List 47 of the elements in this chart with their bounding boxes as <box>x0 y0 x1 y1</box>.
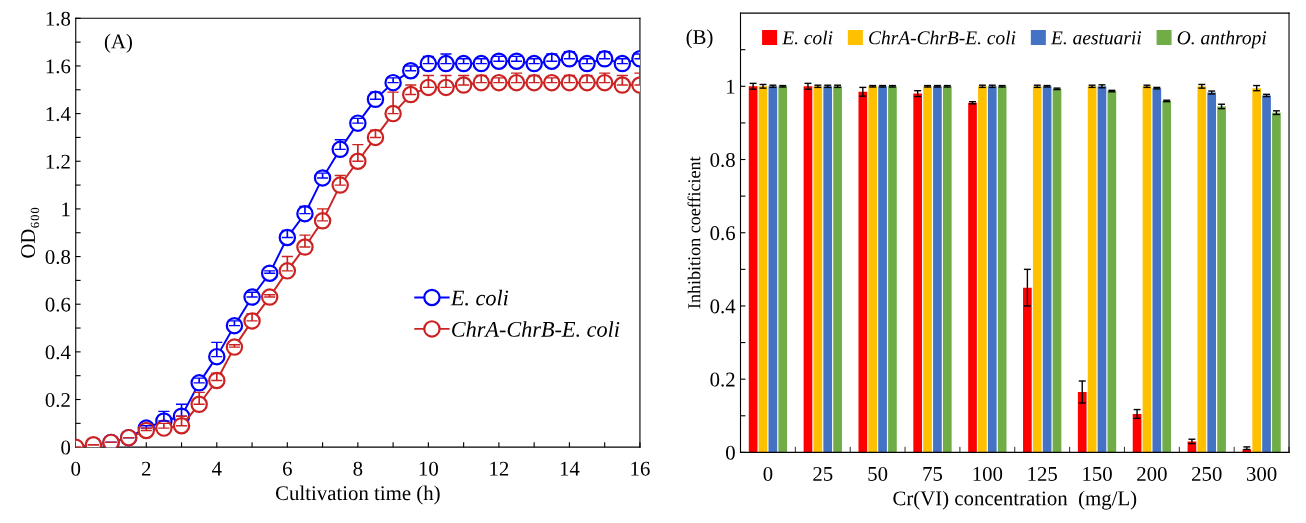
x-tick-label: 2 <box>141 461 151 476</box>
x-tick-label: 10 <box>419 461 438 476</box>
x-tick-label: 150 <box>1083 466 1112 481</box>
legend-label: ChrA-ChrB-E. coli <box>452 321 620 337</box>
y-tick-label: 0.8 <box>710 152 735 168</box>
y-tick-label: 1 <box>727 79 735 94</box>
y-tick-label: 1.2 <box>46 154 70 169</box>
y-tick-label: 1 <box>62 202 70 217</box>
y-axis-title: Inhibition coefficient <box>687 156 701 309</box>
x-tick-label: 200 <box>1137 466 1167 481</box>
x-tick-label: 8 <box>353 461 363 476</box>
y-tick-label: 0.4 <box>45 345 71 360</box>
y-tick-label: 0 <box>726 445 735 460</box>
y-axis-title: OD₆₀₀ <box>21 207 40 258</box>
x-tick-label: 4 <box>211 461 222 476</box>
y-tick-label: 0.2 <box>45 392 70 408</box>
y-tick-label: 1.8 <box>46 11 71 26</box>
text: (A) <box>104 33 132 53</box>
x-tick-label: 50 <box>868 466 888 481</box>
x-axis-title: Cultivation time (h) <box>275 485 440 505</box>
x-tick-label: 6 <box>283 461 292 476</box>
x-tick-label: 125 <box>1028 466 1057 481</box>
x-tick-label: 16 <box>631 461 650 476</box>
text: (B) <box>686 29 713 49</box>
y-tick-label: 0.2 <box>710 372 735 387</box>
legend-label: ChrA-ChrB-E. coli <box>869 30 1016 45</box>
y-tick-label: 1.6 <box>46 59 71 74</box>
y-tick-label: 0.6 <box>710 226 736 241</box>
y-tick-label: 0.8 <box>45 249 71 265</box>
legend-label: E. coli <box>450 289 509 306</box>
x-tick-label: 250 <box>1192 466 1222 481</box>
x-tick-label: 25 <box>813 466 833 481</box>
x-tick-label: 75 <box>923 467 943 481</box>
x-tick-label: 300 <box>1246 466 1277 481</box>
legend-label: E. aestuarii <box>1050 31 1142 45</box>
x-tick-label: 14 <box>560 461 580 476</box>
x-axis-title: Cr(VI) concentration (mg/L) <box>893 490 1137 510</box>
y-tick-label: 1.4 <box>46 107 71 122</box>
y-tick-label: 0.4 <box>710 299 736 314</box>
legend-label: E. coli <box>782 30 833 45</box>
x-tick-label: 12 <box>490 461 509 476</box>
x-tick-label: 100 <box>973 466 1003 481</box>
x-tick-label: 0 <box>71 461 81 476</box>
x-tick-label: 0 <box>763 466 773 481</box>
legend-label: O. anthropi <box>1177 30 1267 49</box>
y-tick-label: 0 <box>61 440 71 455</box>
y-tick-label: 0.6 <box>45 297 71 312</box>
